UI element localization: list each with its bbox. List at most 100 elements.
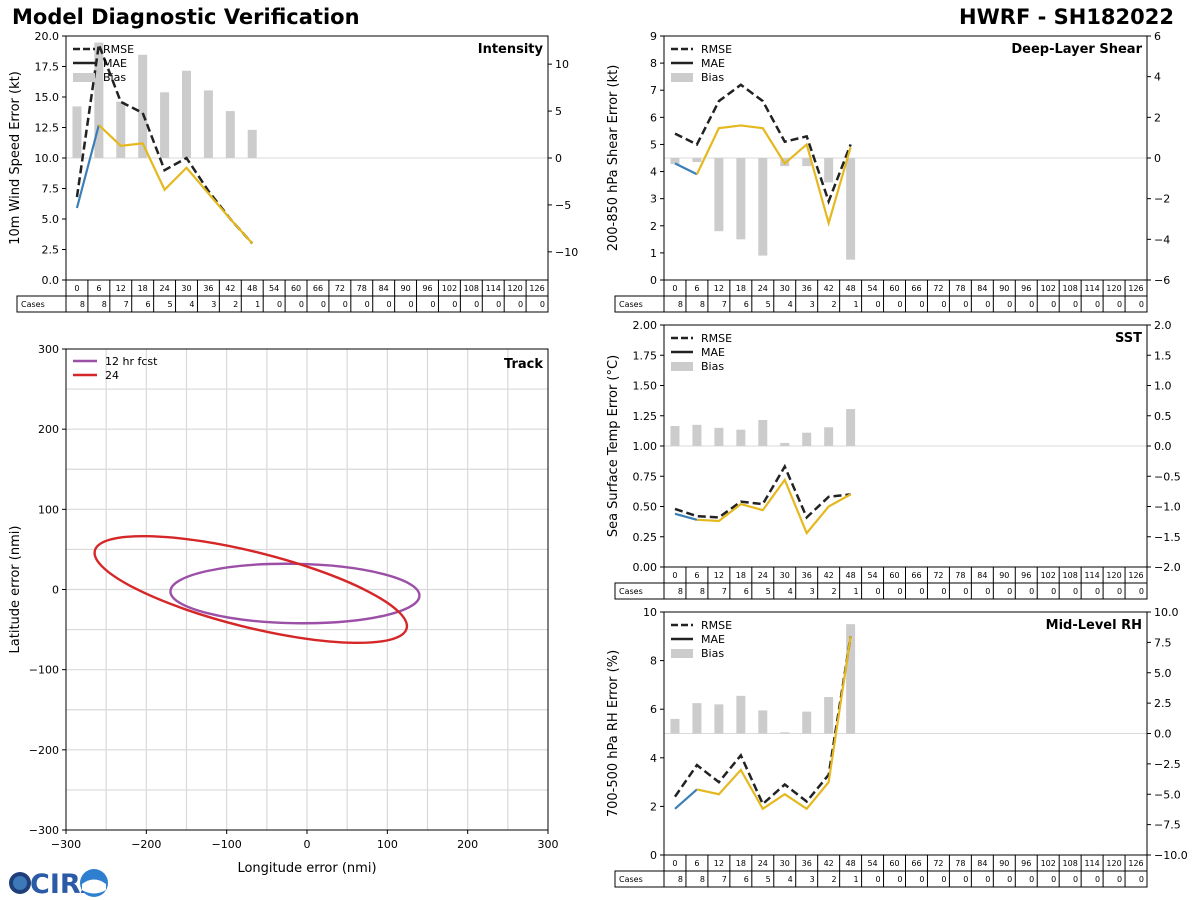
forecast-hour-label: 24 bbox=[758, 284, 768, 293]
bias-bar bbox=[736, 429, 746, 446]
y2-tick-label: 7.5 bbox=[1154, 636, 1172, 649]
case-count: 0 bbox=[1007, 875, 1012, 884]
forecast-hour-label: 18 bbox=[138, 284, 148, 293]
case-count: 2 bbox=[832, 875, 837, 884]
forecast-hour-label: 12 bbox=[714, 284, 724, 293]
case-count: 0 bbox=[941, 587, 946, 596]
y-tick-label: 200 bbox=[38, 423, 59, 436]
cases-row bbox=[614, 870, 1148, 888]
forecast-hour-label: 60 bbox=[889, 859, 899, 868]
forecast-hour-label: 96 bbox=[422, 284, 432, 293]
legend-rmse-label: RMSE bbox=[701, 332, 732, 345]
panel-intensity: 0.0 2.5 5.0 7.5 10.0 12.5 15.0 17.5 20.0 −10 −5 0 5 1… bbox=[8, 30, 578, 313]
y2-tick-label: 1.0 bbox=[1154, 380, 1172, 393]
y2-tick-label: 2.5 bbox=[1154, 697, 1172, 710]
panel-title: SST bbox=[1115, 331, 1142, 346]
forecast-hour-label: 48 bbox=[247, 284, 257, 293]
y2-tick-label: −10 bbox=[555, 246, 578, 259]
forecast-hour-label: 42 bbox=[225, 284, 235, 293]
forecast-hour-label: 96 bbox=[1021, 571, 1031, 580]
y2-tick-label: 0.0 bbox=[1154, 440, 1172, 453]
legend-bias-label: Bias bbox=[701, 360, 724, 373]
case-count: 0 bbox=[1007, 587, 1012, 596]
legend-bias-swatch bbox=[671, 362, 693, 371]
y2-tick-label: 2 bbox=[1154, 111, 1161, 124]
forecast-hour-label: 36 bbox=[203, 284, 213, 293]
forecast-hour-label: 120 bbox=[507, 284, 522, 293]
case-count: 1 bbox=[853, 875, 858, 884]
y2-tick-label: −2.0 bbox=[1154, 561, 1181, 574]
forecast-hour-label: 36 bbox=[802, 284, 812, 293]
forecast-hour-label: 24 bbox=[758, 859, 768, 868]
forecast-hour-label: 102 bbox=[1041, 284, 1056, 293]
case-count: 0 bbox=[387, 300, 392, 309]
case-count: 0 bbox=[1095, 300, 1100, 309]
forecast-hour-label: 66 bbox=[911, 859, 921, 868]
case-count: 3 bbox=[810, 300, 815, 309]
x-tick-label: −200 bbox=[131, 838, 161, 851]
forecast-hour-label: 90 bbox=[999, 859, 1009, 868]
forecast-hour-label: 78 bbox=[955, 571, 965, 580]
y2-tick-label: 10.0 bbox=[1154, 606, 1179, 619]
bias-bar bbox=[670, 718, 680, 734]
case-count: 0 bbox=[1139, 875, 1144, 884]
forecast-hour-label: 6 bbox=[694, 284, 699, 293]
y2-tick-label: 2.0 bbox=[1154, 319, 1172, 332]
y2-tick-label: 0 bbox=[1154, 152, 1161, 165]
y2-tick-label: 10 bbox=[555, 58, 569, 71]
case-count: 4 bbox=[788, 300, 793, 309]
bias-bar bbox=[182, 70, 191, 158]
case-count: 3 bbox=[810, 875, 815, 884]
forecast-hour-label: 72 bbox=[933, 571, 943, 580]
case-count: 0 bbox=[1073, 300, 1078, 309]
case-count: 0 bbox=[897, 300, 902, 309]
forecast-hour-label: 60 bbox=[889, 571, 899, 580]
case-count: 4 bbox=[189, 300, 194, 309]
bias-bar bbox=[225, 111, 235, 158]
case-count: 0 bbox=[1117, 875, 1122, 884]
forecast-hour-label: 66 bbox=[911, 571, 921, 580]
forecast-hour-label: 54 bbox=[867, 284, 877, 293]
x-tick-label: 300 bbox=[538, 838, 559, 851]
forecast-hour-label: 108 bbox=[1063, 571, 1078, 580]
y2-tick-label: −4 bbox=[1154, 233, 1170, 246]
legend-bias-label: Bias bbox=[701, 71, 724, 84]
forecast-hour-label: 102 bbox=[1041, 859, 1056, 868]
forecast-hour-label: 6 bbox=[96, 284, 101, 293]
forecast-hour-label: 84 bbox=[977, 571, 987, 580]
forecast-hour-label: 84 bbox=[977, 284, 987, 293]
case-count: 0 bbox=[1117, 300, 1122, 309]
y2-tick-label: 1.5 bbox=[1154, 349, 1172, 362]
y-tick-label: 0 bbox=[650, 274, 657, 287]
case-count: 8 bbox=[678, 875, 683, 884]
forecast-hour-label: 102 bbox=[442, 284, 457, 293]
forecast-hour-label: 24 bbox=[758, 571, 768, 580]
y-tick-label: 4 bbox=[650, 752, 657, 765]
legend-mae-label: MAE bbox=[103, 57, 127, 70]
y-axis-label: 200-850 hPa Shear Error (kt) bbox=[606, 65, 621, 252]
y2-tick-label: −2 bbox=[1154, 193, 1170, 206]
case-count: 0 bbox=[321, 300, 326, 309]
legend-mae-label: MAE bbox=[701, 633, 725, 646]
forecast-hour-label: 36 bbox=[802, 859, 812, 868]
legend-bias-swatch bbox=[73, 73, 95, 82]
forecast-hour-label: 30 bbox=[181, 284, 191, 293]
case-count: 0 bbox=[941, 300, 946, 309]
forecast-hour-label: 114 bbox=[1084, 284, 1099, 293]
case-count: 0 bbox=[1117, 587, 1122, 596]
case-count: 0 bbox=[408, 300, 413, 309]
bias-bar bbox=[824, 427, 834, 446]
y-tick-label: −200 bbox=[29, 744, 59, 757]
forecast-hour-label: 0 bbox=[672, 859, 677, 868]
case-count: 8 bbox=[80, 300, 85, 309]
case-count: 2 bbox=[832, 300, 837, 309]
panel-title: Intensity bbox=[478, 42, 544, 57]
forecast-hour-label: 24 bbox=[159, 284, 169, 293]
case-count: 0 bbox=[299, 300, 304, 309]
case-count: 8 bbox=[700, 875, 705, 884]
case-count: 8 bbox=[678, 587, 683, 596]
case-count: 0 bbox=[1051, 587, 1056, 596]
x-tick-label: 200 bbox=[457, 838, 478, 851]
y-axis-label: 700-500 hPa RH Error (%) bbox=[606, 650, 621, 817]
bias-bar bbox=[203, 90, 213, 158]
